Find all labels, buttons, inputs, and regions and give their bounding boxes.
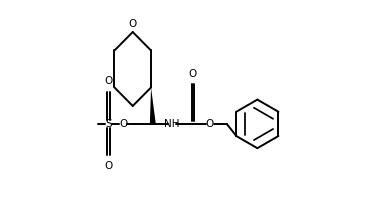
Text: S: S xyxy=(105,119,112,129)
Text: NH: NH xyxy=(164,119,180,129)
Text: O: O xyxy=(104,76,113,86)
Text: O: O xyxy=(128,19,137,28)
Text: O: O xyxy=(119,119,127,129)
Text: O: O xyxy=(189,69,197,79)
Text: O: O xyxy=(206,119,214,129)
Polygon shape xyxy=(150,88,156,124)
Text: O: O xyxy=(104,161,113,171)
